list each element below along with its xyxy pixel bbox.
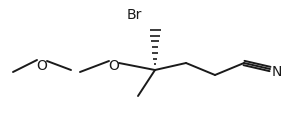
- Text: N: N: [272, 65, 282, 79]
- Text: O: O: [109, 59, 120, 73]
- Text: Br: Br: [127, 8, 142, 22]
- Text: O: O: [37, 59, 48, 73]
